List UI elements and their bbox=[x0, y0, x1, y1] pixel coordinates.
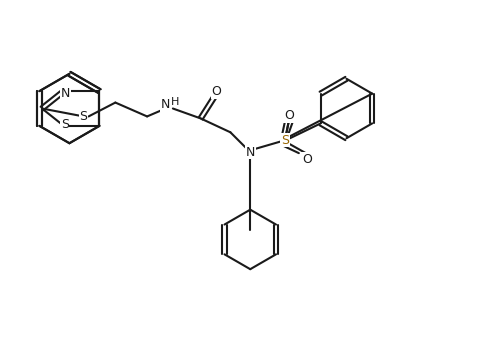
Text: S: S bbox=[281, 134, 289, 147]
Text: O: O bbox=[302, 153, 312, 166]
Text: N: N bbox=[245, 146, 255, 159]
Text: N: N bbox=[160, 98, 170, 111]
Text: S: S bbox=[80, 110, 87, 123]
Text: S: S bbox=[61, 118, 69, 131]
Text: O: O bbox=[284, 109, 294, 122]
Text: N: N bbox=[61, 87, 70, 100]
Text: O: O bbox=[211, 85, 222, 98]
Text: H: H bbox=[171, 97, 179, 106]
